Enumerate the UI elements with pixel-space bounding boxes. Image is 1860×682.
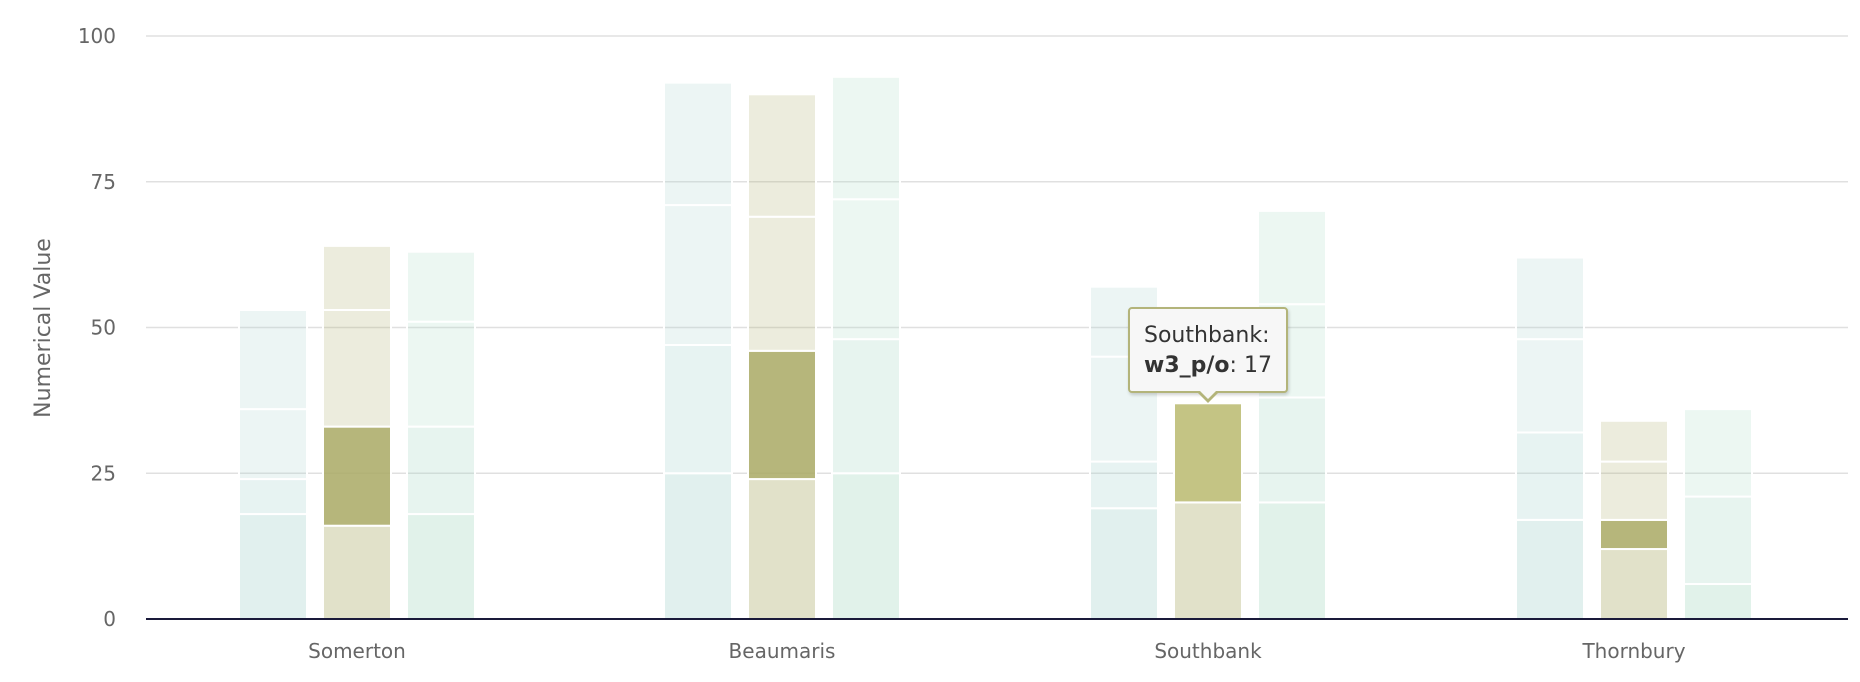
bar-segment[interactable] [747,93,817,218]
x-axis-ticks: Somerton Beaumaris Southbank Thornbury [308,639,1686,663]
bar-segment[interactable] [1089,460,1159,510]
bar-segment[interactable] [1515,256,1585,341]
bar-segment[interactable] [1173,402,1243,504]
bar-segment[interactable] [322,244,392,312]
bar-segment[interactable] [238,408,308,481]
bar-segment[interactable] [1683,495,1753,586]
bar-segment[interactable] [831,198,901,341]
y-tick-label: 0 [103,607,116,631]
tooltip: Southbank: w3_p/o: 17 [1128,307,1288,393]
y-tick-label: 75 [91,170,116,194]
bar-segment[interactable] [831,75,901,201]
tooltip-category-suffix: : [1262,323,1270,348]
tooltip-category: Southbank [1144,323,1263,348]
y-tick-label: 100 [78,24,116,48]
bar-segment[interactable] [1599,518,1669,551]
bar-segment[interactable] [1515,338,1585,434]
tooltip-pointer-inner [1200,391,1216,399]
bar-segment[interactable] [406,425,476,516]
tooltip-body: w3_p/o: 17 [1144,351,1272,381]
bar-segment[interactable] [663,472,733,620]
bar-segment[interactable] [1257,396,1327,504]
bar-segment[interactable] [1089,507,1159,621]
bar-segment[interactable] [1515,518,1585,621]
bar-segment[interactable] [238,513,308,620]
bar-segment[interactable] [663,204,733,346]
x-tick-label: Beaumaris [729,639,836,663]
bar-segment[interactable] [747,478,817,620]
bar-segment[interactable] [406,320,476,428]
bar-segment[interactable] [1173,501,1243,620]
bar-segment[interactable] [322,309,392,428]
bars [238,75,1753,621]
bar-segment[interactable] [1683,408,1753,498]
x-tick-label: Southbank [1154,639,1262,663]
bar-segment[interactable] [238,478,308,516]
x-tick-label: Thornbury [1581,639,1685,663]
bar-segment[interactable] [406,250,476,323]
gridlines [146,35,1848,474]
bar-segment[interactable] [831,338,901,475]
bar-segment[interactable] [238,309,308,411]
bar-segment[interactable] [747,215,817,352]
y-tick-label: 50 [91,316,116,340]
tooltip-series: w3_p/o [1144,353,1230,378]
tooltip-value: 17 [1243,353,1272,378]
bar-segment[interactable] [322,425,392,527]
y-axis-ticks: 0 25 50 75 100 [78,24,116,631]
bar-segment[interactable] [1515,431,1585,521]
bar-segment[interactable] [1599,548,1669,620]
bar-segment[interactable] [831,472,901,620]
bar-segment[interactable] [1257,209,1327,306]
bar-segment[interactable] [1599,419,1669,463]
bar-segment[interactable] [663,81,733,207]
bar-segment[interactable] [1257,501,1327,620]
y-tick-label: 25 [91,461,116,485]
x-tick-label: Somerton [308,639,406,663]
tooltip-header: Southbank: [1144,321,1272,351]
bar-segment[interactable] [322,524,392,620]
tooltip-separator: : [1229,353,1237,378]
bar-segment[interactable] [1599,460,1669,521]
bar-segment[interactable] [663,343,733,475]
y-axis-title: Numerical Value [31,238,56,418]
bar-segment[interactable] [406,513,476,620]
bar-segment[interactable] [1683,583,1753,621]
bar-segment[interactable] [747,349,817,481]
